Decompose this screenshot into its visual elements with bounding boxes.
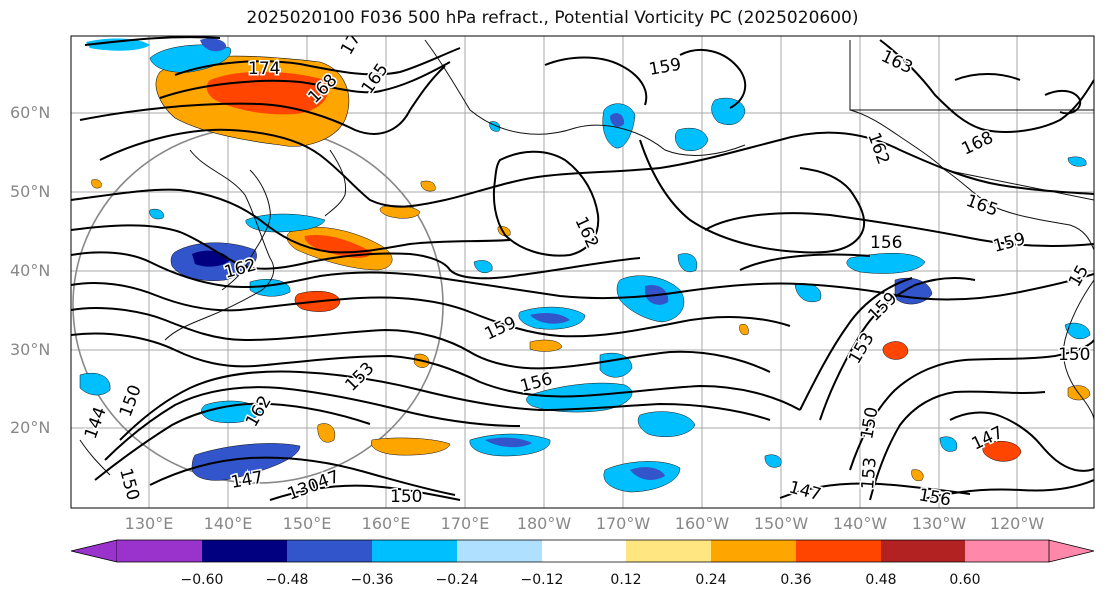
colorbar-segment [881,540,965,562]
lat-label-60n: 60°N [10,103,51,122]
lon-label-170e: 170°E [440,514,490,533]
contour-label: 150 [390,487,422,507]
map-title: 2025020100 F036 500 hPa refract., Potent… [246,8,859,28]
lon-label-130e: 130°E [124,514,174,533]
colorbar-segment [796,540,881,562]
lat-label-50n: 50°N [10,182,51,201]
colorbar-segment [372,540,457,562]
colorbar-segment [542,540,626,562]
colorbar-tick: 0.36 [780,572,812,588]
lat-label-20n: 20°N [10,418,51,437]
colorbar-tick: −0.36 [350,572,394,588]
lon-label-140w: 140°W [832,514,888,533]
colorbar-tick: 0.12 [610,572,642,588]
lon-label-130w: 130°W [911,514,967,533]
lat-label-30n: 30°N [10,340,51,359]
lon-label-160e: 160°E [361,514,411,533]
lon-label-170w: 170°W [595,514,651,533]
colorbar [70,539,1095,563]
contour-label: 150 [1058,345,1090,365]
colorbar-tick: −0.60 [180,572,224,588]
colorbar-tick: −0.48 [265,572,309,588]
lon-label-120w: 120°W [989,514,1045,533]
colorbar-tick: 0.48 [865,572,897,588]
colorbar-tick: −0.24 [435,572,479,588]
colorbar-segment [117,540,202,562]
lon-label-150w: 150°W [753,514,809,533]
colorbar-tick: 0.24 [695,572,727,588]
contour-lines [71,36,1094,501]
colorbar-high-extend [1048,539,1095,563]
colorbar-tick: −0.12 [520,572,564,588]
colorbar-segment [457,540,542,562]
colorbar-segment [965,540,1049,562]
colorbar-segment [626,540,711,562]
colorbar-tick: 0.60 [949,572,981,588]
positive-pv-shading [91,55,1091,482]
contour-label: 156 [870,233,902,253]
colorbar-segment [202,540,287,562]
negative-pv-shading [79,38,1091,493]
lon-label-150e: 150°E [282,514,332,533]
lon-label-160w: 160°W [674,514,730,533]
colorbar-segment [287,540,372,562]
lon-label-180w: 180°W [516,514,572,533]
colorbar-low-extend [70,539,118,563]
contour-label: 174 [248,59,280,79]
colorbar-segment [711,540,796,562]
lat-label-40n: 40°N [10,261,51,280]
contour-label: 153 [858,456,881,490]
coastlines [79,39,1094,476]
lon-label-140e: 140°E [203,514,253,533]
